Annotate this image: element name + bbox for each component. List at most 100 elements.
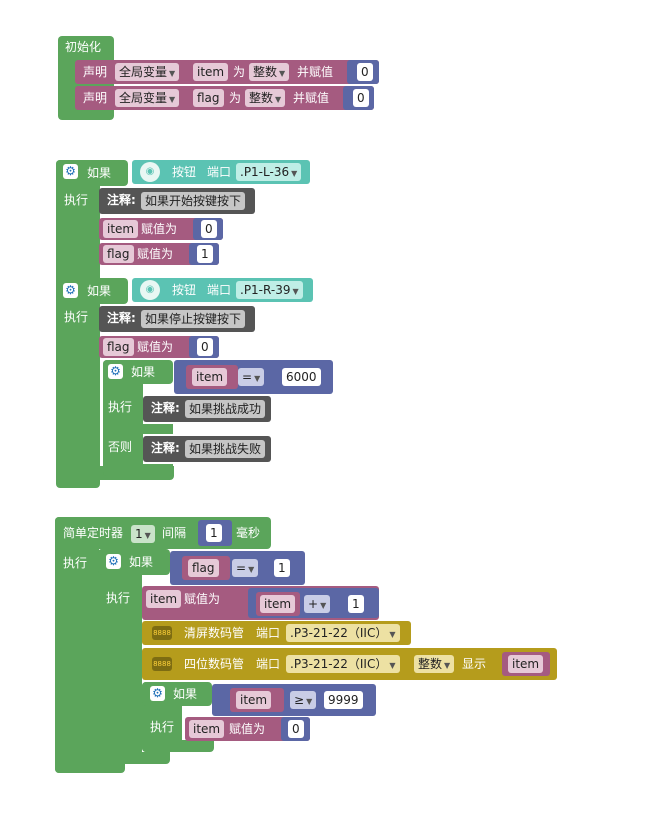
comment-block[interactable]: 注释: 如果停止按键按下 — [99, 306, 255, 332]
chevron-down-icon: ▼ — [169, 69, 176, 78]
compare-block[interactable]: item ≥ ▼ 9999 — [212, 684, 376, 716]
value-field[interactable]: 0 — [357, 63, 373, 81]
var-name-field[interactable]: item — [193, 63, 229, 81]
gear-icon[interactable]: ⚙ — [106, 554, 121, 569]
gear-icon[interactable]: ⚙ — [108, 364, 123, 379]
timer-title: 简单定时器 — [63, 526, 124, 540]
value-field[interactable]: 1 — [274, 559, 290, 577]
if-label: 如果 — [129, 555, 154, 569]
show-display-block[interactable]: 8888 四位数码管 端口 .P3-21-22（IIC） ▼ 整数 ▼ 显示 ite… — [142, 648, 557, 680]
var-name-field[interactable]: item — [192, 368, 228, 386]
show4-label: 四位数码管 — [184, 657, 245, 671]
do-label: 执行 — [64, 310, 89, 324]
gear-icon[interactable]: ⚙ — [150, 686, 165, 701]
var-name-field[interactable]: item — [146, 590, 182, 608]
port-label: 端口 — [207, 165, 232, 179]
set-flag-block[interactable]: flag 赋值为 1 — [99, 243, 219, 265]
port-dropdown[interactable]: .P3-21-22（IIC） ▼ — [286, 655, 400, 673]
port-dropdown[interactable]: .P1-R-39 ▼ — [236, 281, 303, 299]
set-item-block[interactable]: item 赋值为 0 — [99, 218, 223, 240]
operator-dropdown[interactable]: = ▼ — [232, 559, 259, 577]
operator-dropdown[interactable]: + ▼ — [304, 595, 331, 613]
declare-item-block[interactable]: 声明 全局变量 ▼ item 为 整数 ▼ 并赋值 0 — [75, 60, 379, 84]
chevron-down-icon: ▼ — [389, 661, 396, 670]
chevron-down-icon: ▼ — [275, 95, 282, 104]
button-sensor-block[interactable]: ◉ 按钮 端口 .P1-R-39 ▼ — [132, 278, 313, 302]
button-label: 按钮 — [172, 283, 197, 297]
assign-label: 赋值为 — [229, 722, 266, 736]
gear-icon[interactable]: ⚙ — [63, 164, 78, 179]
timer-if-block[interactable] — [98, 549, 142, 763]
comment-text[interactable]: 如果停止按键按下 — [141, 310, 246, 328]
value-field[interactable]: 0 — [353, 89, 369, 107]
port-label: 端口 — [207, 283, 232, 297]
var-name-field[interactable]: flag — [103, 245, 134, 263]
assign-label: 赋值为 — [137, 247, 174, 261]
do-label: 执行 — [64, 193, 89, 207]
assign-label: 赋值为 — [137, 340, 174, 354]
value-field[interactable]: 0 — [197, 338, 213, 356]
operator-dropdown[interactable]: ≥ ▼ — [290, 691, 317, 709]
clear-label: 清屏数码管 — [184, 626, 245, 640]
declare-flag-block[interactable]: 声明 全局变量 ▼ flag 为 整数 ▼ 并赋值 0 — [75, 86, 374, 110]
chevron-down-icon: ▼ — [292, 287, 299, 296]
var-name-field[interactable]: item — [508, 655, 544, 673]
if-label: 如果 — [173, 687, 198, 701]
clear-display-block[interactable]: 8888 清屏数码管 端口 .P3-21-22（IIC） ▼ — [142, 621, 411, 645]
compare-block[interactable]: flag = ▼ 1 — [170, 551, 305, 585]
value-field[interactable]: 1 — [197, 245, 213, 263]
chevron-down-icon: ▼ — [306, 697, 313, 706]
set-flag-block[interactable]: flag 赋值为 0 — [99, 336, 219, 358]
if-label: 如果 — [87, 284, 112, 298]
value-field[interactable]: 1 — [348, 595, 364, 613]
as-label: 为 — [233, 65, 246, 79]
var-name-field[interactable]: flag — [193, 89, 224, 107]
assign-label: 并赋值 — [293, 91, 330, 105]
var-name-field[interactable]: item — [103, 220, 139, 238]
var-name-field[interactable]: item — [189, 720, 225, 738]
button-sensor-block[interactable]: ◉ 按钮 端口 .P1-L-36 ▼ — [132, 160, 310, 184]
comment-block[interactable]: 注释: 如果挑战失败 — [143, 436, 271, 462]
if-label: 如果 — [131, 365, 156, 379]
comment-label: 注释: — [107, 311, 136, 325]
var-name-field[interactable]: flag — [188, 559, 219, 577]
do-label: 执行 — [108, 400, 133, 414]
timer-id-dropdown[interactable]: 1 ▼ — [131, 525, 155, 543]
timer-block[interactable] — [55, 517, 99, 773]
var-name-field[interactable]: flag — [103, 338, 134, 356]
number-type-dropdown[interactable]: 整数 ▼ — [414, 655, 455, 673]
port-dropdown[interactable]: .P1-L-36 ▼ — [236, 163, 302, 181]
declare-keyword: 声明 — [83, 91, 108, 105]
set-item-block[interactable]: item 赋值为 item + ▼ 1 — [142, 586, 379, 620]
comment-text[interactable]: 如果开始按键按下 — [141, 192, 246, 210]
gear-icon[interactable]: ⚙ — [63, 283, 78, 298]
port-label: 端口 — [256, 657, 281, 671]
type-dropdown[interactable]: 整数 ▼ — [245, 89, 286, 107]
if-block-stop[interactable] — [56, 278, 100, 488]
compare-block[interactable]: item = ▼ 6000 — [174, 360, 333, 394]
var-name-field[interactable]: item — [236, 691, 272, 709]
operator-dropdown[interactable]: = ▼ — [238, 368, 265, 386]
seven-segment-icon: 8888 — [152, 657, 172, 671]
value-field[interactable]: 0 — [288, 720, 304, 738]
assign-label: 赋值为 — [141, 222, 178, 236]
button-icon: ◉ — [140, 280, 160, 300]
comment-text[interactable]: 如果挑战失败 — [185, 440, 266, 458]
set-item-block[interactable]: item 赋值为 0 — [185, 717, 310, 741]
comment-block[interactable]: 注释: 如果挑战成功 — [143, 396, 271, 422]
value-field[interactable]: 9999 — [324, 691, 363, 709]
interval-field[interactable]: 1 — [206, 524, 222, 542]
value-field[interactable]: 0 — [201, 220, 217, 238]
scope-dropdown[interactable]: 全局变量 ▼ — [115, 63, 180, 81]
comment-block[interactable]: 注释: 如果开始按键按下 — [99, 188, 255, 214]
type-dropdown[interactable]: 整数 ▼ — [249, 63, 290, 81]
value-field[interactable]: 6000 — [282, 368, 321, 386]
scope-dropdown[interactable]: 全局变量 ▼ — [115, 89, 180, 107]
do-label: 执行 — [106, 591, 131, 605]
expr-var-field[interactable]: item — [260, 595, 296, 613]
else-label: 否则 — [108, 440, 133, 454]
comment-text[interactable]: 如果挑战成功 — [185, 400, 266, 418]
port-dropdown[interactable]: .P3-21-22（IIC） ▼ — [286, 624, 400, 642]
chevron-down-icon: ▼ — [248, 565, 255, 574]
chevron-down-icon: ▼ — [444, 661, 451, 670]
